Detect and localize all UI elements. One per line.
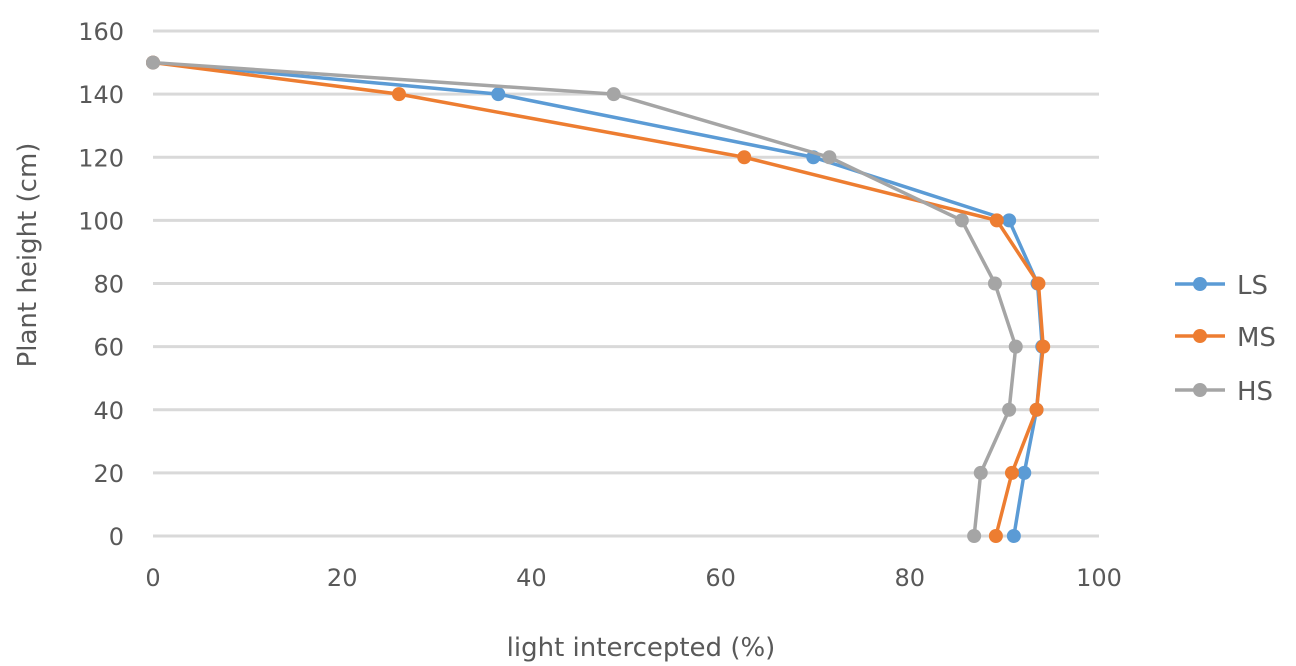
data-point-hs: [973, 465, 988, 480]
x-tick-label: 80: [895, 564, 926, 592]
data-point-hs: [987, 276, 1002, 291]
x-tick-label: 60: [705, 564, 736, 592]
data-point-hs: [954, 213, 969, 228]
data-point-ms: [1029, 402, 1044, 417]
data-point-ms: [1036, 339, 1051, 354]
y-axis-title: Plant height (cm): [13, 143, 43, 368]
series-line-ls: [152, 60, 1044, 537]
y-tick-label: 120: [78, 144, 124, 172]
legend-label: LS: [1237, 271, 1268, 301]
legend-marker: [1193, 277, 1207, 291]
x-tick-label: 100: [1076, 564, 1122, 592]
data-point-ls: [1017, 465, 1032, 480]
y-tick-label: 160: [78, 18, 124, 46]
legend-label: HS: [1237, 377, 1273, 407]
legend-marker: [1193, 329, 1207, 343]
data-point-hs: [822, 150, 837, 165]
data-point-hs: [146, 55, 160, 70]
data-point-ms: [1004, 465, 1019, 480]
legend-item-ls: LS: [1175, 271, 1268, 301]
data-point-hs: [1002, 402, 1017, 417]
x-axis-title: light intercepted (%): [507, 633, 776, 663]
data-point-hs: [967, 529, 982, 543]
gridlines: [153, 29, 1099, 475]
y-tick-label: 60: [93, 334, 124, 362]
x-tick-label: 40: [516, 564, 547, 592]
x-tick-label: 20: [327, 564, 358, 592]
y-tick-label: 0: [109, 523, 124, 551]
x-tick-label: 0: [145, 564, 160, 592]
series-group: [146, 55, 1051, 543]
legend: LS MS HS: [1175, 271, 1276, 407]
data-point-hs: [606, 87, 621, 102]
data-point-ms: [391, 87, 406, 102]
series-ms: [146, 55, 1051, 543]
legend-label: MS: [1237, 323, 1276, 353]
data-point-ms: [737, 150, 752, 165]
y-tick-label: 20: [93, 460, 124, 488]
data-point-hs: [1008, 339, 1023, 354]
y-tick-label: 40: [93, 397, 124, 425]
y-tick-label: 80: [93, 271, 124, 299]
legend-marker: [1193, 383, 1207, 397]
data-point-ms: [1031, 276, 1046, 291]
data-point-ms: [989, 213, 1004, 228]
y-tick-label: 140: [78, 81, 124, 109]
data-point-ls: [491, 87, 506, 102]
axes: 0 20 40 60 80 100 120 140 160 0 20 40 60 80 100: [78, 18, 1122, 592]
data-point-ms: [988, 529, 1003, 543]
series-line-ms: [152, 60, 1045, 537]
data-point-ls: [1006, 529, 1021, 543]
data-point-ls: [1002, 213, 1017, 228]
series-line-hs: [152, 60, 1018, 537]
series-hs: [146, 55, 1023, 543]
y-tick-label: 100: [78, 207, 124, 235]
legend-item-hs: HS: [1175, 377, 1273, 407]
legend-item-ms: MS: [1175, 323, 1276, 353]
